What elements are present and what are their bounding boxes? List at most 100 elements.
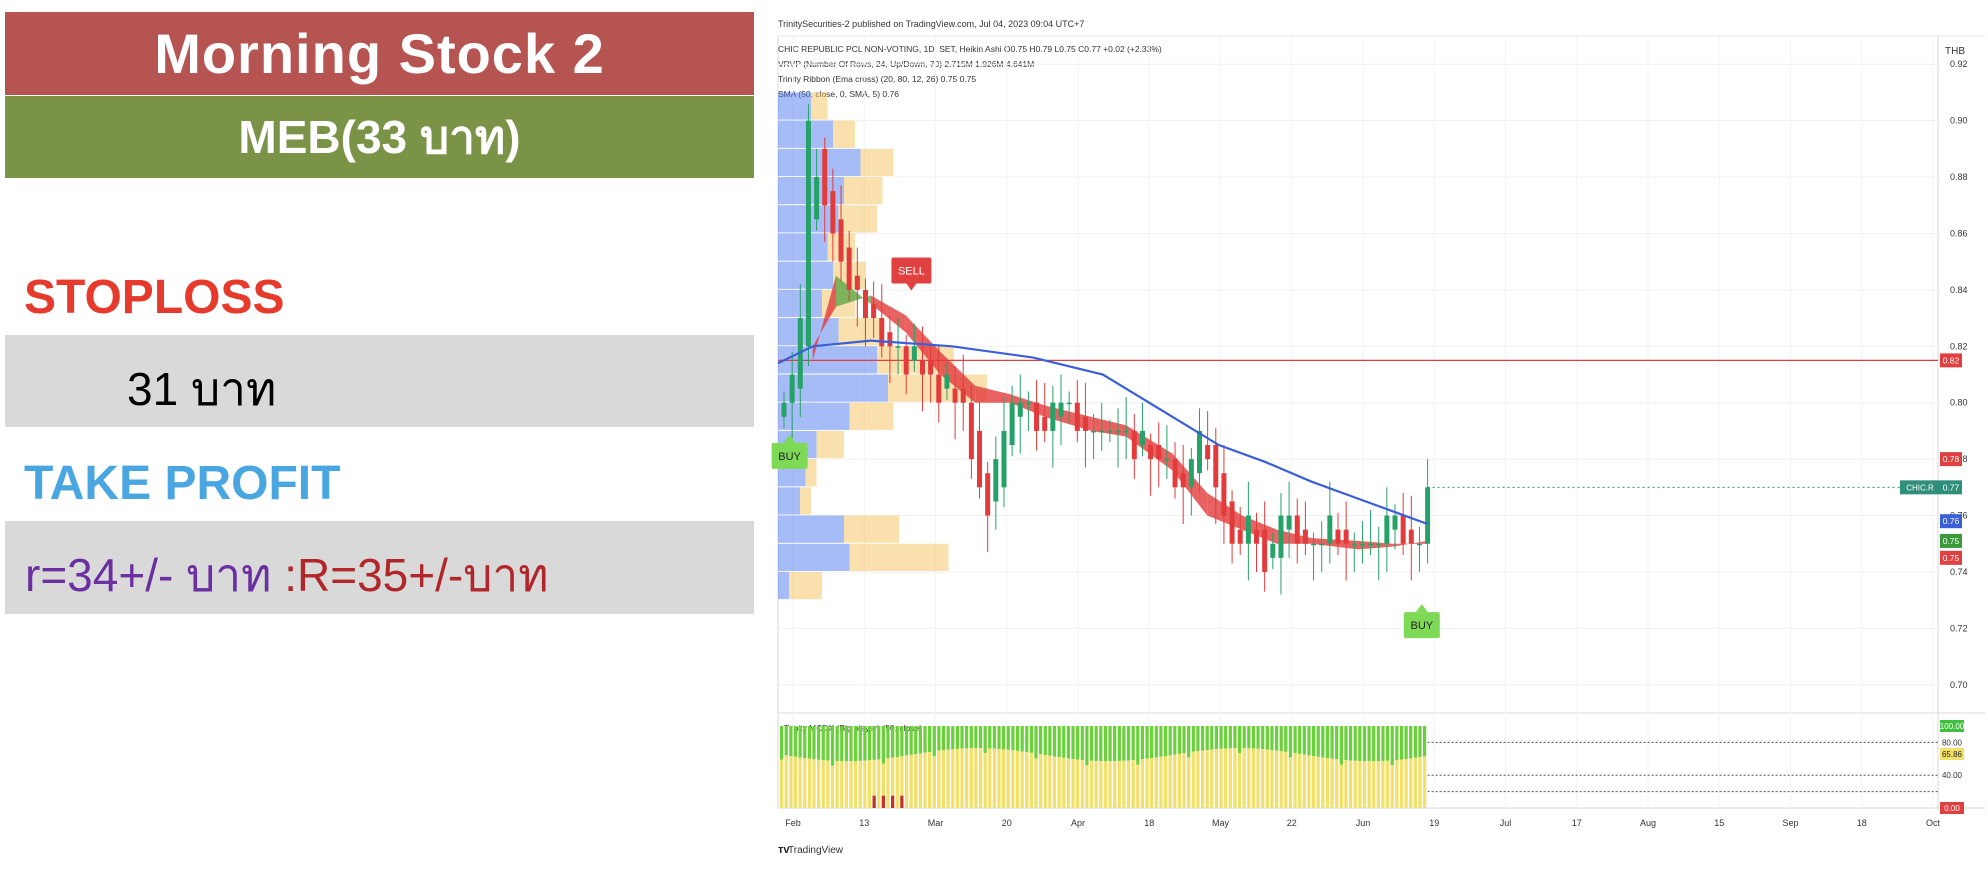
mcdx-green-bar [1131,726,1135,761]
candle-body [1278,515,1284,558]
mcdx-yellow-bar [1140,759,1145,808]
mcdx-yellow-bar [1288,757,1293,808]
candle-body [1254,529,1260,544]
price-tag [1940,452,1962,467]
mcdx-green-bar [1413,726,1417,758]
mcdx-green-bar [1214,726,1219,750]
mcdx-green-bar [854,726,858,762]
mcdx-green-bar [895,726,899,758]
mcdx-yellow-bar [1108,761,1112,808]
candle-body [1025,402,1031,405]
x-tick-label: May [1212,818,1230,828]
mcdx-tag-label: 0.00 [1944,804,1960,813]
candle-body [1392,515,1398,530]
mcdx-yellow-bar [1006,749,1010,808]
mcdx-yellow-bar [807,758,811,808]
candle-body [1042,416,1048,431]
price-tag-prefix-box [1900,480,1940,495]
mcdx-green-bar [992,726,997,749]
title-banner: Morning Stock 2 [5,12,754,95]
mcdx-yellow-bar [895,757,899,808]
mcdx-green-bar [1006,726,1010,750]
candle-body [814,177,820,220]
mcdx-yellow-bar [1233,748,1237,808]
x-tick-label: Jun [1356,818,1371,828]
mcdx-green-bar [1399,726,1404,760]
sell-signal-box [891,257,932,284]
mcdx-green-bar [1182,726,1186,754]
volume-profile-up-bar [778,402,850,430]
mcdx-green-bar [1103,726,1108,762]
sell-signal-label: SELL [898,266,925,278]
candle-body [1237,529,1243,544]
mcdx-green-bar [1020,726,1024,752]
candle-body [789,374,795,403]
price-tag [1940,514,1962,529]
mcdx-yellow-bar [988,748,992,808]
candle-body [1351,543,1357,546]
candle-body [1229,501,1235,544]
volume-profile-up-bar [778,148,861,177]
mcdx-yellow-bar [1150,758,1154,808]
mcdx-green-bar [1376,726,1380,762]
mcdx-green-bar [1256,726,1260,749]
y-tick-label: 0.72 [1950,623,1968,633]
tradingview-footer: TradingView [788,845,844,856]
candle-body [1196,430,1202,474]
price-tag [1940,480,1962,495]
mcdx-yellow-bar [1265,749,1269,808]
mcdx-yellow-bar [1358,761,1362,808]
candle-body [1058,402,1064,417]
mcdx-yellow-bar [1228,748,1232,808]
volume-profile-down-bar [849,543,949,571]
mcdx-green-bar [1025,726,1029,753]
mcdx-yellow-bar [900,756,904,808]
mcdx-yellow-bar [960,748,964,808]
subtitle-banner: MEB(33 บาท) [5,96,754,178]
mcdx-green-bar [983,726,987,754]
mcdx-green-bar [928,726,932,753]
candle-body [1384,515,1390,544]
ema-ribbon-segment [940,351,976,403]
x-tick-label: 20 [1002,818,1012,828]
volume-profile-down-bar [849,402,894,430]
mcdx-green-bar [835,726,839,762]
candle-body [968,402,974,460]
mcdx-yellow-bar [1173,754,1177,808]
candle-body [993,459,999,502]
mcdx-green-bar [1321,726,1325,758]
mcdx-yellow-bar [1200,750,1205,808]
mcdx-yellow-bar [1274,750,1279,808]
mcdx-yellow-bar [941,750,946,808]
candle-body [1302,529,1308,544]
candle-body [1270,543,1276,558]
volume-profile-up-bar [778,543,850,571]
mcdx-green-bar [965,726,969,749]
x-tick-label: Aug [1640,818,1656,828]
mcdx-green-bar [1150,726,1154,759]
mcdx-green-bar [1335,726,1339,760]
takeprofit-box: r=34+/- บาท :R=35+/-บาท [5,521,754,614]
mcdx-yellow-bar [1307,755,1311,808]
candle-body [1091,430,1097,433]
mcdx-yellow-bar [872,759,876,808]
mcdx-tag [1940,747,1964,760]
candle-body [1311,543,1317,546]
mcdx-yellow-bar [974,748,978,808]
chart-layer: 0.92 0.90 0.88 0.86 0.84 0.82 0.80 0.78 0.76 0.74… [771,35,1985,828]
legend-line-1: CHIC REPUBLIC PCL NON-VOTING, 1D, SET, H… [778,44,1162,54]
mcdx-yellow-bar [891,757,895,808]
mcdx-yellow-bar [992,748,997,808]
mcdx-tick-label: 40.00 [1942,771,1963,780]
mcdx-yellow-bar [1136,764,1140,808]
x-tick-label: Feb [785,818,801,828]
mcdx-red-bar [881,795,886,808]
buy-signal-label: BUY [1410,620,1433,632]
candle-body [1368,543,1374,546]
mcdx-green-bar [1159,726,1163,757]
mcdx-green-bar [1344,726,1348,761]
mcdx-yellow-bar [835,761,839,808]
mcdx-green-bar [1163,726,1168,757]
mcdx-yellow-bar [1261,749,1265,808]
mcdx-yellow-bar [1015,750,1020,808]
